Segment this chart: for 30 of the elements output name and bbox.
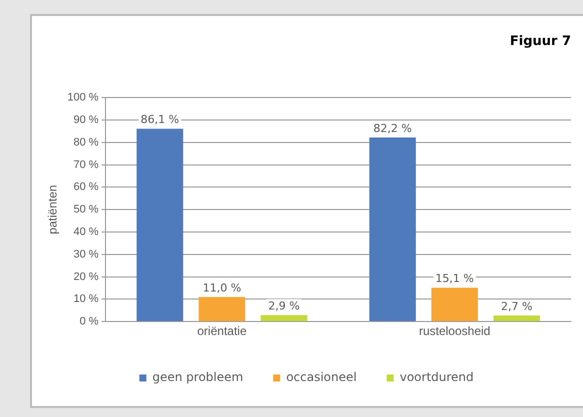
y-tick-label: 10 % <box>74 293 99 306</box>
y-tick-label: 30 % <box>74 248 99 260</box>
legend-label: voortdurend <box>400 370 474 384</box>
y-tick-label: 0 % <box>80 316 99 328</box>
legend-label: geen probleem <box>152 370 244 384</box>
bar <box>369 137 416 322</box>
y-tick-label: 80 % <box>74 136 99 148</box>
chart-title: Figuur 7 <box>510 34 571 50</box>
y-tick-label: 40 % <box>74 226 99 238</box>
y-tick-label: 50 % <box>74 204 99 216</box>
data-label: 82,2 % <box>373 122 412 135</box>
bar <box>431 288 478 322</box>
data-label: 2,9 % <box>268 299 300 312</box>
data-label: 86,1 % <box>140 113 180 126</box>
data-label: 2,7 % <box>500 300 532 313</box>
x-tick-label: rusteloosheid <box>418 324 490 338</box>
y-tick-label: 70 % <box>74 158 99 171</box>
bar <box>136 128 184 322</box>
bar <box>493 316 540 322</box>
bar <box>260 315 308 322</box>
bar <box>198 296 246 322</box>
y-tick-label: 100 % <box>67 92 99 104</box>
y-tick-label: 60 % <box>74 181 99 194</box>
legend-label: occasioneel <box>286 370 357 384</box>
y-tick-label: 20 % <box>74 270 99 283</box>
data-label: 11,0 % <box>202 281 242 294</box>
data-label: 15,1 % <box>435 272 474 286</box>
x-tick-label: oriëntatie <box>197 324 247 338</box>
y-tick-label: 90 % <box>74 114 99 126</box>
y-axis-title: patiënten <box>46 184 60 234</box>
